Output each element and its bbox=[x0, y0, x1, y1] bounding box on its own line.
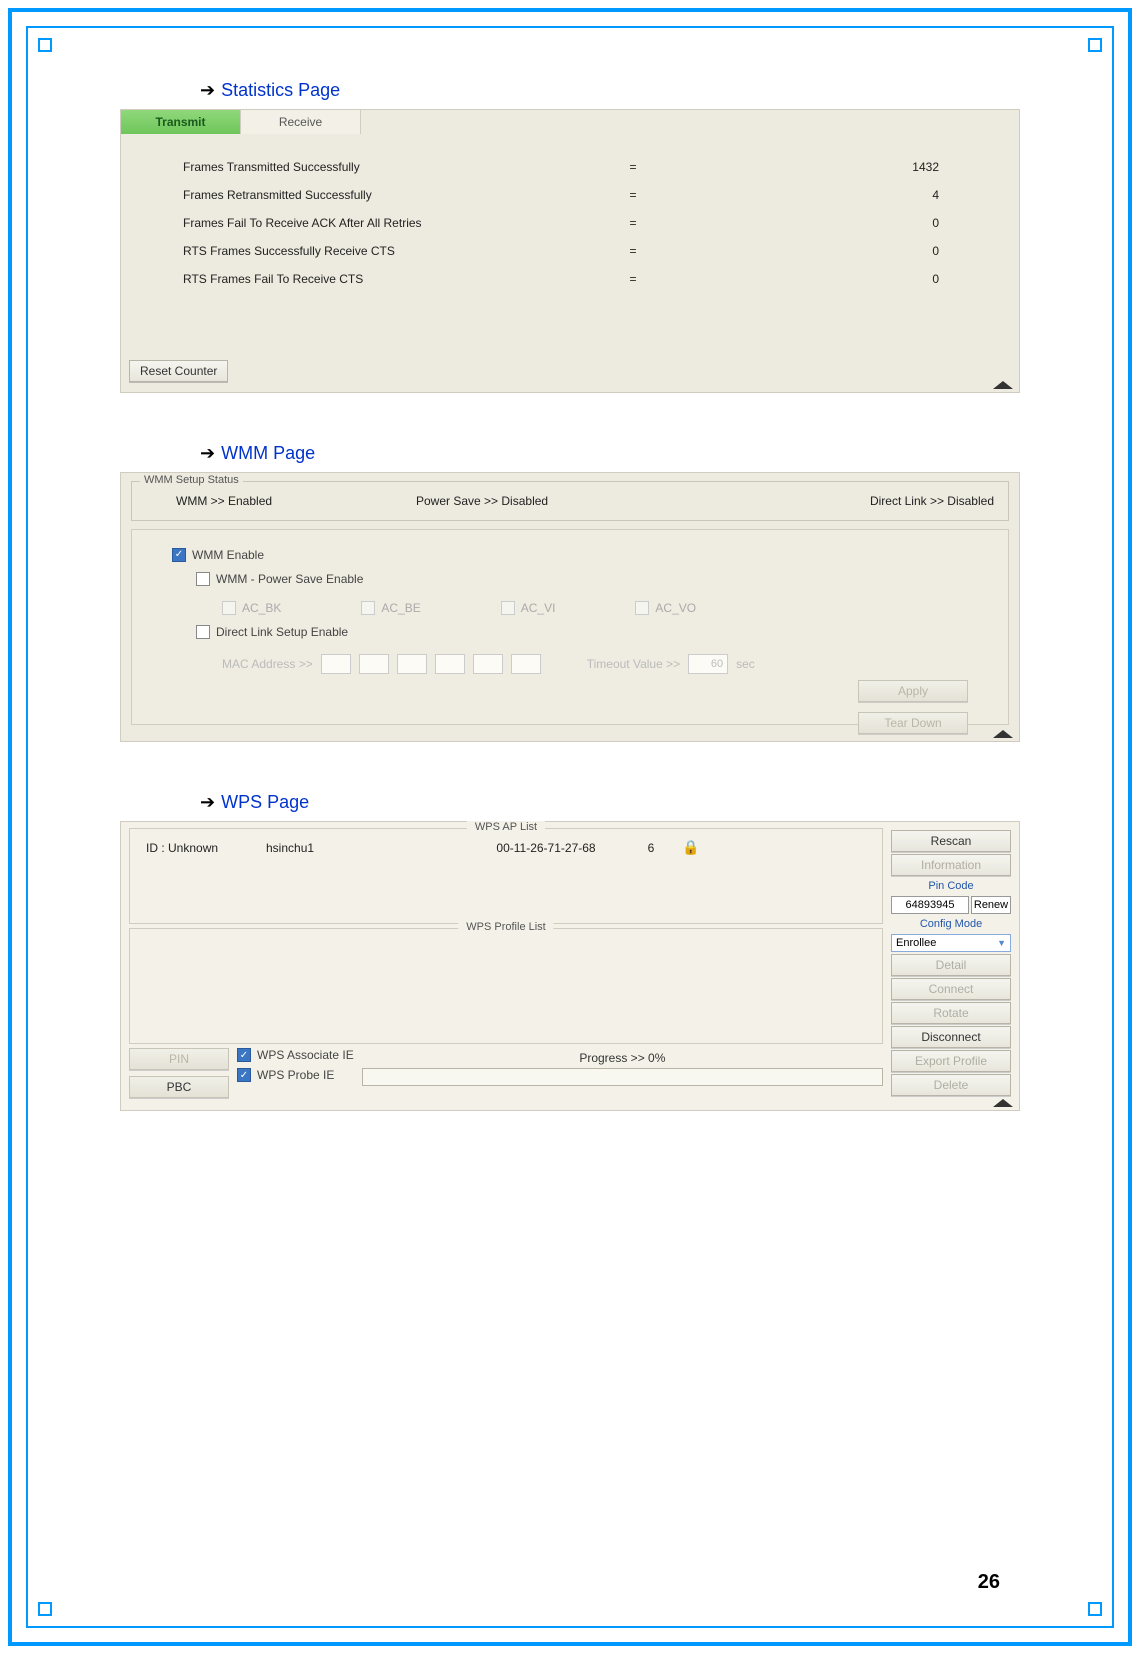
timeout-field[interactable]: 60 bbox=[688, 654, 728, 674]
lock-icon: 🔒 bbox=[676, 839, 706, 856]
pin-code-field[interactable]: 64893945 bbox=[891, 896, 969, 914]
power-save-checkbox[interactable]: WMM - Power Save Enable bbox=[196, 572, 363, 586]
tab-receive[interactable]: Receive bbox=[241, 110, 361, 134]
collapse-icon[interactable] bbox=[993, 381, 1013, 389]
mac-address-label: MAC Address >> bbox=[222, 657, 313, 671]
section-title-wps: WPS Page bbox=[221, 792, 309, 813]
direct-link-status: Direct Link >> Disabled bbox=[716, 494, 994, 508]
tab-transmit[interactable]: Transmit bbox=[121, 110, 241, 134]
wmm-enable-label: WMM Enable bbox=[192, 548, 264, 562]
stat-label: Frames Fail To Receive ACK After All Ret… bbox=[183, 216, 583, 230]
stat-row: RTS Frames Successfully Receive CTS = 0 bbox=[183, 244, 969, 258]
stat-eq: = bbox=[583, 272, 683, 286]
reset-counter-button[interactable]: Reset Counter bbox=[129, 360, 228, 382]
wps-associate-checkbox[interactable]: WPS Associate IE bbox=[237, 1048, 354, 1062]
rescan-button[interactable]: Rescan bbox=[891, 830, 1011, 852]
wps-probe-checkbox[interactable]: WPS Probe IE bbox=[237, 1068, 354, 1082]
tear-down-button[interactable]: Tear Down bbox=[858, 712, 968, 734]
stat-eq: = bbox=[583, 244, 683, 258]
stat-row: Frames Fail To Receive ACK After All Ret… bbox=[183, 216, 969, 230]
page-number: 26 bbox=[978, 1571, 1000, 1594]
direct-link-checkbox[interactable]: Direct Link Setup Enable bbox=[196, 625, 348, 639]
disconnect-button[interactable]: Disconnect bbox=[891, 1026, 1011, 1048]
arrow-icon: ➔ bbox=[200, 792, 215, 813]
arrow-icon: ➔ bbox=[200, 80, 215, 101]
delete-button[interactable]: Delete bbox=[891, 1074, 1011, 1096]
stat-value: 0 bbox=[683, 244, 969, 258]
stat-value: 0 bbox=[683, 272, 969, 286]
ac-vi-checkbox: AC_VI bbox=[501, 601, 556, 615]
mac-field[interactable] bbox=[473, 654, 503, 674]
chevron-down-icon: ▼ bbox=[997, 938, 1006, 948]
progress-text: Progress >> 0% bbox=[362, 1048, 883, 1068]
wps-panel: WPS AP List ID : Unknown hsinchu1 00-11-… bbox=[120, 821, 1020, 1111]
timeout-unit: sec bbox=[736, 657, 755, 671]
stat-row: Frames Transmitted Successfully = 1432 bbox=[183, 160, 969, 174]
arrow-icon: ➔ bbox=[200, 443, 215, 464]
apply-button[interactable]: Apply bbox=[858, 680, 968, 702]
corner-decoration bbox=[1088, 1602, 1102, 1616]
ap-channel: 6 bbox=[626, 841, 676, 855]
stat-label: Frames Retransmitted Successfully bbox=[183, 188, 583, 202]
pin-code-label: Pin Code bbox=[891, 878, 1011, 894]
stat-value: 4 bbox=[683, 188, 969, 202]
mac-field[interactable] bbox=[359, 654, 389, 674]
ap-mac: 00-11-26-71-27-68 bbox=[466, 841, 626, 855]
ap-id: ID : Unknown bbox=[146, 841, 266, 855]
stat-value: 0 bbox=[683, 216, 969, 230]
stat-row: Frames Retransmitted Successfully = 4 bbox=[183, 188, 969, 202]
stat-label: RTS Frames Successfully Receive CTS bbox=[183, 244, 583, 258]
direct-link-label: Direct Link Setup Enable bbox=[216, 625, 348, 639]
stat-eq: = bbox=[583, 216, 683, 230]
mac-field[interactable] bbox=[397, 654, 427, 674]
stat-label: Frames Transmitted Successfully bbox=[183, 160, 583, 174]
ac-be-checkbox: AC_BE bbox=[361, 601, 420, 615]
config-mode-label: Config Mode bbox=[891, 916, 1011, 932]
collapse-icon[interactable] bbox=[993, 730, 1013, 738]
stat-eq: = bbox=[583, 188, 683, 202]
mac-field[interactable] bbox=[321, 654, 351, 674]
pbc-button[interactable]: PBC bbox=[129, 1076, 229, 1098]
progress-bar bbox=[362, 1068, 883, 1086]
stat-label: RTS Frames Fail To Receive CTS bbox=[183, 272, 583, 286]
wps-associate-label: WPS Associate IE bbox=[257, 1048, 354, 1062]
stat-eq: = bbox=[583, 160, 683, 174]
pin-button[interactable]: PIN bbox=[129, 1048, 229, 1070]
wps-probe-label: WPS Probe IE bbox=[257, 1068, 334, 1082]
corner-decoration bbox=[38, 1602, 52, 1616]
section-title-stats: Statistics Page bbox=[221, 80, 340, 101]
timeout-label: Timeout Value >> bbox=[587, 657, 680, 671]
detail-button[interactable]: Detail bbox=[891, 954, 1011, 976]
mac-field[interactable] bbox=[435, 654, 465, 674]
config-mode-value: Enrollee bbox=[896, 937, 936, 949]
mac-field[interactable] bbox=[511, 654, 541, 674]
config-mode-select[interactable]: Enrollee ▼ bbox=[891, 934, 1011, 952]
rotate-button[interactable]: Rotate bbox=[891, 1002, 1011, 1024]
wps-profile-list-title: WPS Profile List bbox=[458, 921, 553, 933]
corner-decoration bbox=[1088, 38, 1102, 52]
ac-vo-checkbox: AC_VO bbox=[635, 601, 696, 615]
wps-ap-row[interactable]: ID : Unknown hsinchu1 00-11-26-71-27-68 … bbox=[130, 829, 882, 866]
wmm-group-legend: WMM Setup Status bbox=[140, 474, 243, 486]
wps-ap-list-title: WPS AP List bbox=[467, 821, 545, 833]
export-profile-button[interactable]: Export Profile bbox=[891, 1050, 1011, 1072]
power-save-status: Power Save >> Disabled bbox=[416, 494, 676, 508]
corner-decoration bbox=[38, 38, 52, 52]
wmm-enable-checkbox[interactable]: WMM Enable bbox=[172, 548, 264, 562]
stat-value: 1432 bbox=[683, 160, 969, 174]
section-title-wmm: WMM Page bbox=[221, 443, 315, 464]
ap-name: hsinchu1 bbox=[266, 841, 466, 855]
statistics-panel: Transmit Receive Frames Transmitted Succ… bbox=[120, 109, 1020, 393]
information-button[interactable]: Information bbox=[891, 854, 1011, 876]
wmm-panel: WMM Setup Status WMM >> Enabled Power Sa… bbox=[120, 472, 1020, 742]
renew-button[interactable]: Renew bbox=[971, 896, 1011, 914]
wmm-status: WMM >> Enabled bbox=[176, 494, 376, 508]
connect-button[interactable]: Connect bbox=[891, 978, 1011, 1000]
power-save-label: WMM - Power Save Enable bbox=[216, 572, 363, 586]
collapse-icon[interactable] bbox=[993, 1099, 1013, 1107]
ac-bk-checkbox: AC_BK bbox=[222, 601, 281, 615]
stat-row: RTS Frames Fail To Receive CTS = 0 bbox=[183, 272, 969, 286]
